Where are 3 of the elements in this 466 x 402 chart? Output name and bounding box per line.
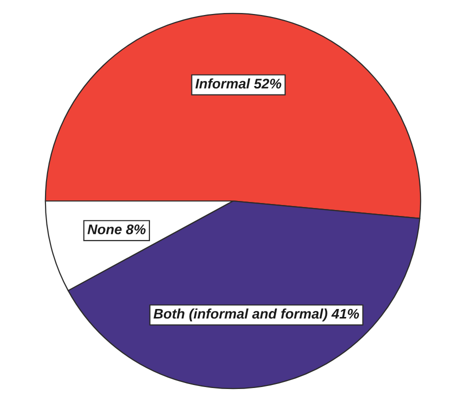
slice-label: Informal 52% — [195, 78, 282, 89]
slice-label: None 8% — [88, 224, 146, 234]
slice-label: Both (informal and formal) 41% — [154, 308, 359, 322]
